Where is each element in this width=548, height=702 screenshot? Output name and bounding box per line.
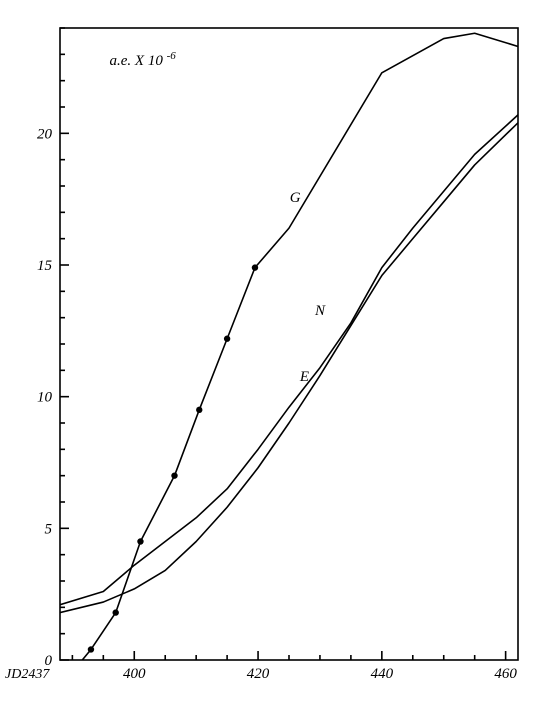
chart-container: 400 420 440 460 JD24370 5 10 15 20 a.e. X 10 -6 G N… [0,0,548,702]
x-tick-label: 460 [494,666,517,682]
y-axis-title: a.e. X 10 -6 [110,50,177,69]
y-tick-label: 15 [37,258,53,274]
series-label-N: N [314,303,326,319]
y-tick-label: 5 [45,521,53,537]
series-marker-G [137,538,143,544]
x-tick-label: 440 [371,666,394,682]
x-origin-label: JD2437 [5,667,50,682]
x-tick-label: 420 [247,666,270,682]
series-marker-G [252,264,258,270]
y-tick-label: 20 [37,126,53,142]
series-marker-G [88,646,94,652]
line-chart: 400 420 440 460 JD24370 5 10 15 20 a.e. X 10 -6 G N… [0,0,548,702]
x-tick-label: 400 [123,666,146,682]
series-marker-G [224,336,230,342]
series-marker-G [113,609,119,615]
series-label-G: G [290,190,301,206]
series-marker-G [171,472,177,478]
series-label-E: E [299,369,309,385]
y-tick-label: 0 [45,653,53,669]
series-marker-G [196,407,202,413]
y-tick-label: 10 [37,390,53,406]
